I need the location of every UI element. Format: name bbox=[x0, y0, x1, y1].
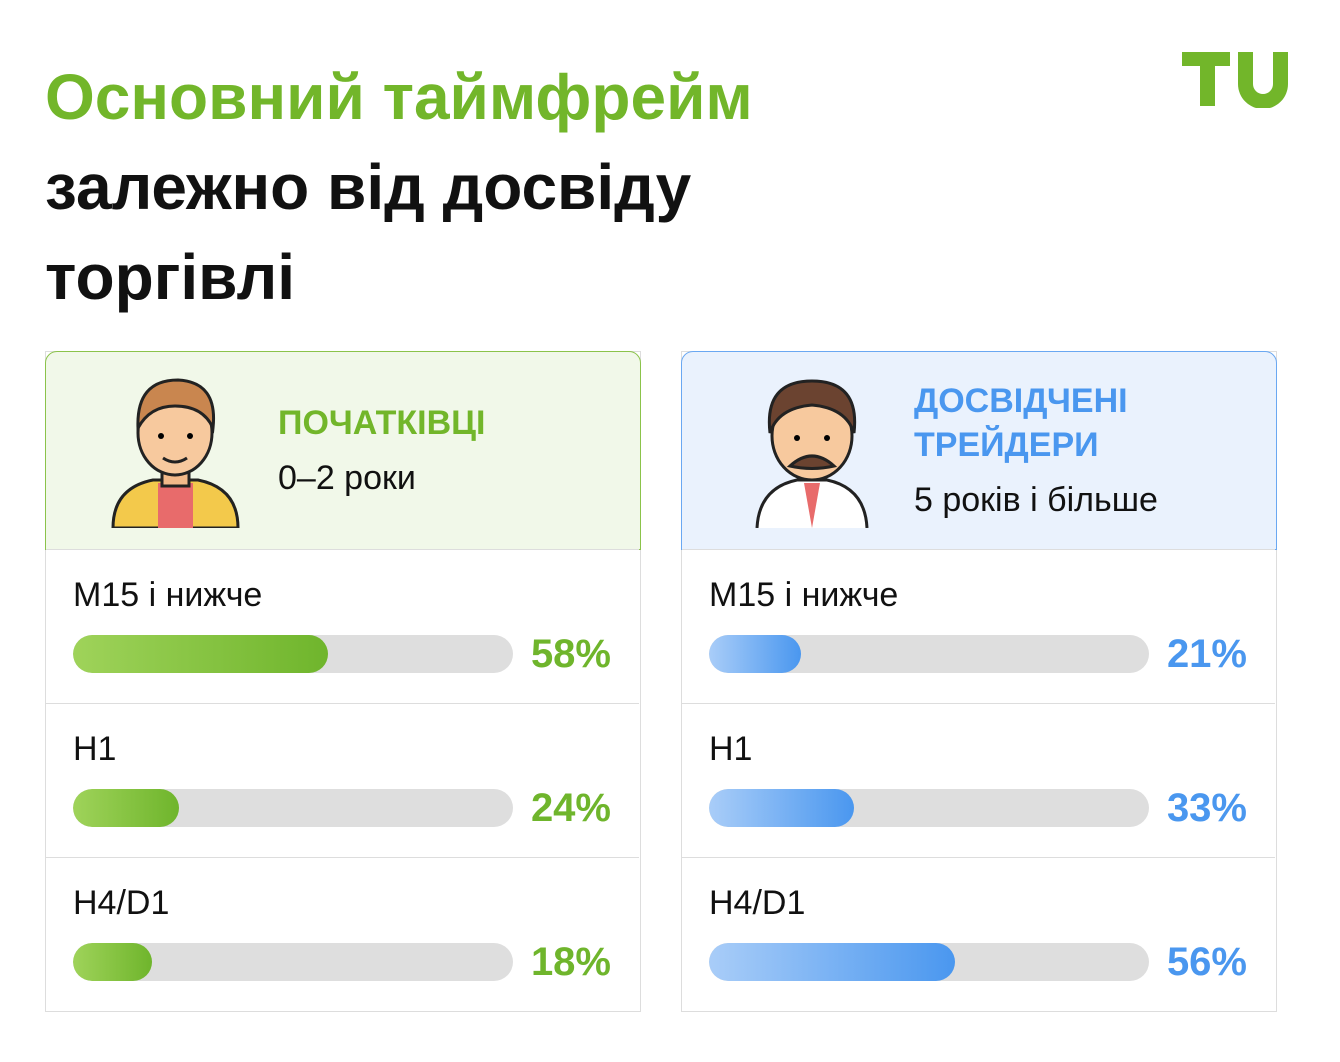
bar-track bbox=[709, 943, 1149, 981]
panel: ПОЧАТКІВЦІ 0–2 роки M15 і нижче 58% H1 24% H4/… bbox=[44, 350, 641, 1012]
value-label: 33% bbox=[1166, 786, 1247, 830]
value-label: 18% bbox=[530, 940, 611, 984]
bar bbox=[709, 789, 855, 827]
bar bbox=[73, 943, 153, 981]
bar-track bbox=[709, 789, 1149, 827]
expert-avatar bbox=[755, 379, 869, 528]
panel-title: ДОСВІДЧЕНІ ТРЕЙДЕРИ bbox=[914, 382, 1128, 464]
logo bbox=[1182, 52, 1288, 108]
bar-track bbox=[709, 635, 1149, 673]
bar bbox=[709, 635, 802, 673]
bar bbox=[73, 789, 179, 827]
row: M15 і нижче 58% bbox=[46, 549, 639, 703]
bar-track bbox=[73, 789, 513, 827]
category-label: H4/D1 bbox=[709, 884, 806, 922]
row: H1 24% bbox=[46, 703, 639, 857]
category-label: M15 і нижче bbox=[709, 576, 899, 614]
bar-track bbox=[73, 943, 513, 981]
value-label: 24% bbox=[530, 786, 611, 830]
row: M15 і нижче 21% bbox=[682, 549, 1275, 703]
beginner-avatar bbox=[111, 378, 240, 528]
category-label: M15 і нижче bbox=[73, 576, 263, 614]
panel-subtitle: 0–2 роки bbox=[278, 459, 416, 497]
title-highlight: Основний таймфрейм bbox=[45, 61, 753, 133]
row: H4/D1 18% bbox=[46, 857, 639, 1011]
page-title: Основний таймфрейм залежно від досвіду то… bbox=[45, 52, 875, 322]
row: H1 33% bbox=[682, 703, 1275, 857]
bar bbox=[73, 635, 329, 673]
panel-subtitle: 5 років і більше bbox=[914, 481, 1158, 519]
value-label: 56% bbox=[1166, 940, 1247, 984]
category-label: H1 bbox=[709, 730, 753, 768]
row: H4/D1 56% bbox=[682, 857, 1275, 1011]
value-label: 58% bbox=[530, 632, 611, 676]
category-label: H4/D1 bbox=[73, 884, 170, 922]
title-text: залежно від досвіду торгівлі bbox=[45, 151, 692, 313]
panel-title: ПОЧАТКІВЦІ bbox=[278, 404, 486, 442]
category-label: H1 bbox=[73, 730, 117, 768]
bar-track bbox=[73, 635, 513, 673]
value-label: 21% bbox=[1166, 632, 1247, 676]
bar bbox=[709, 943, 956, 981]
